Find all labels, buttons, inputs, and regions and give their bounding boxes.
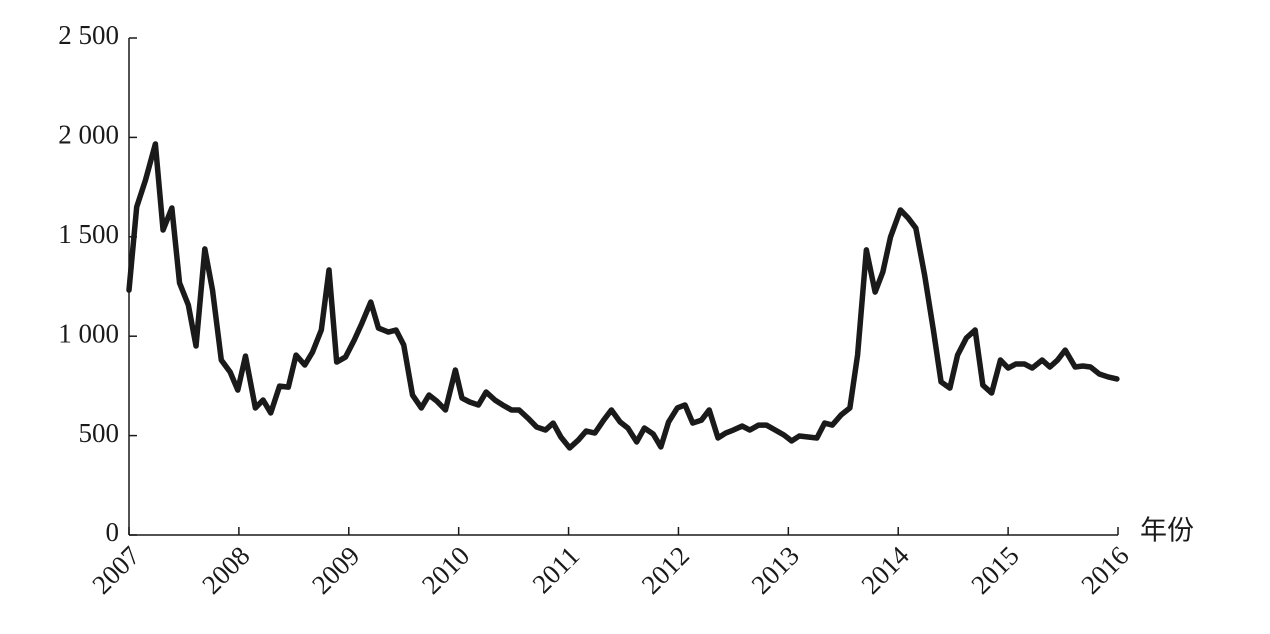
y-tick-label: 1 500 [58, 219, 119, 249]
x-tick-label: 2010 [416, 540, 475, 599]
y-tick-label: 2 500 [58, 20, 119, 50]
y-tick-label: 0 [106, 517, 120, 547]
y-tick-label: 1 000 [58, 318, 119, 348]
x-tick-label: 2013 [746, 540, 805, 599]
x-tick-label: 2011 [526, 540, 585, 599]
x-tick-label: 2009 [306, 540, 365, 599]
x-tick-label: 2016 [1075, 540, 1134, 599]
y-tick-label: 500 [79, 418, 120, 448]
x-tick-label: 2014 [855, 540, 915, 600]
x-tick-label: 2008 [196, 540, 255, 599]
x-tick-label: 2012 [636, 540, 695, 599]
x-axis-label: 年份 [1140, 516, 1194, 547]
x-tick-label: 2007 [86, 540, 145, 599]
y-tick-label: 2 000 [58, 120, 119, 150]
x-tick-label: 2015 [965, 540, 1024, 599]
line-series [126, 141, 1120, 451]
